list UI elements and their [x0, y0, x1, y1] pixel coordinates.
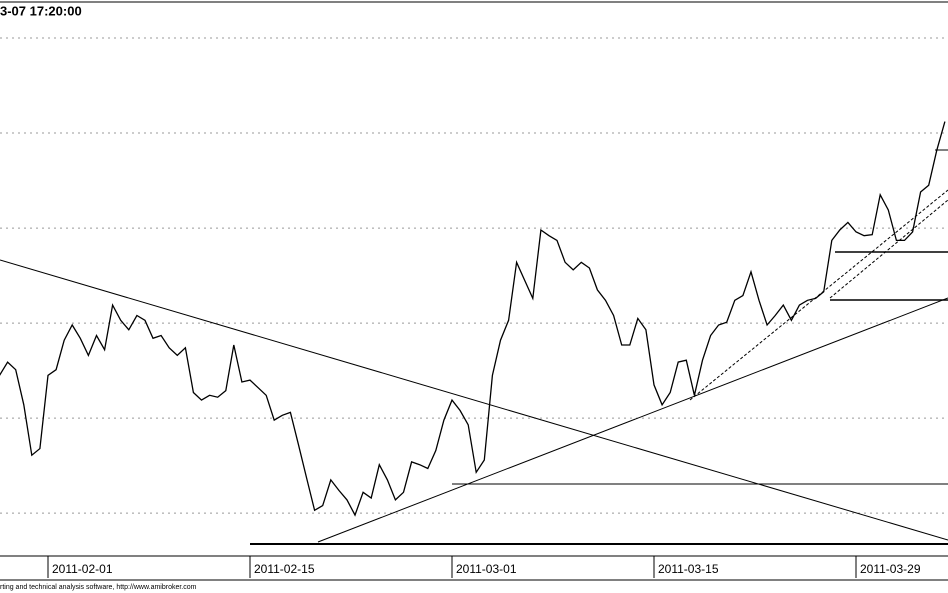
- x-tick-label: 2011-03-29: [860, 562, 921, 576]
- chart-title: 3-07 17:20:00: [0, 3, 82, 18]
- trendline: [0, 259, 948, 541]
- x-tick-label: 2011-02-15: [254, 562, 315, 576]
- footer: rting and technical analysis software, h…: [0, 584, 197, 591]
- trendline: [317, 297, 948, 543]
- trendline: [829, 199, 948, 299]
- grid: [0, 37, 948, 514]
- x-tick-label: 2011-03-15: [658, 562, 719, 576]
- price-line: [0, 121, 946, 517]
- x-tick-label: 2011-02-01: [52, 562, 113, 576]
- x-tick-label: 2011-03-01: [456, 562, 517, 576]
- trendlines: [0, 149, 948, 545]
